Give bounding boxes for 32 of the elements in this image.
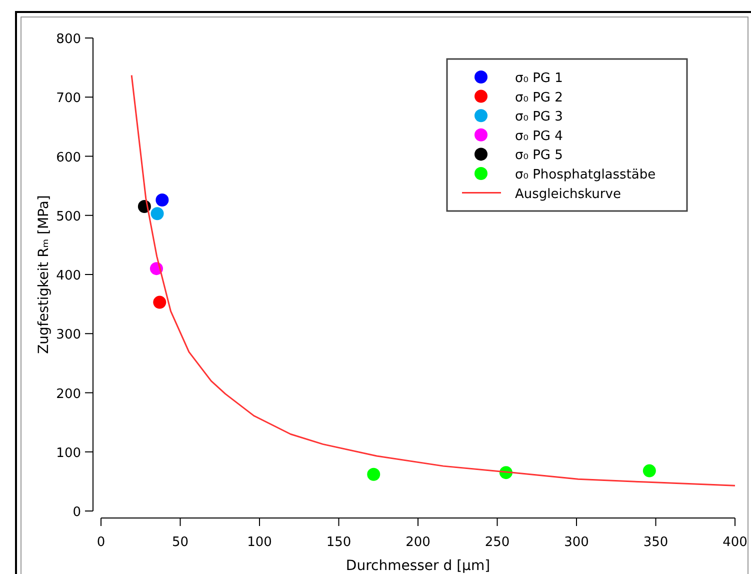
x-tick-label: 400 — [722, 535, 748, 550]
legend-label: σ₀ PG 2 — [515, 90, 563, 106]
y-tick-label: 0 — [72, 505, 81, 520]
x-tick-label: 300 — [564, 535, 589, 550]
y-tick-label: 700 — [56, 91, 81, 106]
x-tick-label: 0 — [96, 535, 106, 550]
legend-label: σ₀ Phosphatglasstäbe — [515, 168, 656, 182]
y-tick-label: 600 — [56, 150, 81, 166]
point — [150, 207, 164, 220]
point — [153, 296, 166, 309]
x-axis-title: Durchmesser d [µm] — [346, 558, 490, 574]
y-tick-label: 400 — [56, 268, 81, 284]
x-tick-label: 250 — [484, 535, 510, 550]
legend-label: σ₀ PG 4 — [515, 128, 563, 144]
x-tick-label: 100 — [247, 535, 272, 550]
legend-label: σ₀ PG 3 — [515, 110, 563, 125]
y-tick-label: 200 — [56, 386, 81, 402]
x-tick-label: 200 — [406, 535, 430, 550]
y-tick-label: 500 — [56, 209, 81, 224]
legend-label: σ₀ PG 5 — [515, 148, 563, 164]
y-tick-label: 300 — [56, 328, 81, 343]
legend-label: σ₀ PG 1 — [515, 71, 563, 86]
y-tick-label: 100 — [56, 446, 81, 461]
point — [367, 468, 380, 481]
x-tick-label: 350 — [643, 535, 668, 550]
y-tick-label: 800 — [56, 32, 81, 47]
point — [642, 464, 656, 478]
legend-label: Ausgleichskurve — [515, 186, 621, 202]
x-tick-label: 50 — [172, 535, 189, 550]
point — [156, 194, 169, 207]
y-axis-title: Zugfestigkeit Rₘ [MPa] — [36, 195, 52, 354]
x-tick-label: 150 — [326, 535, 352, 550]
